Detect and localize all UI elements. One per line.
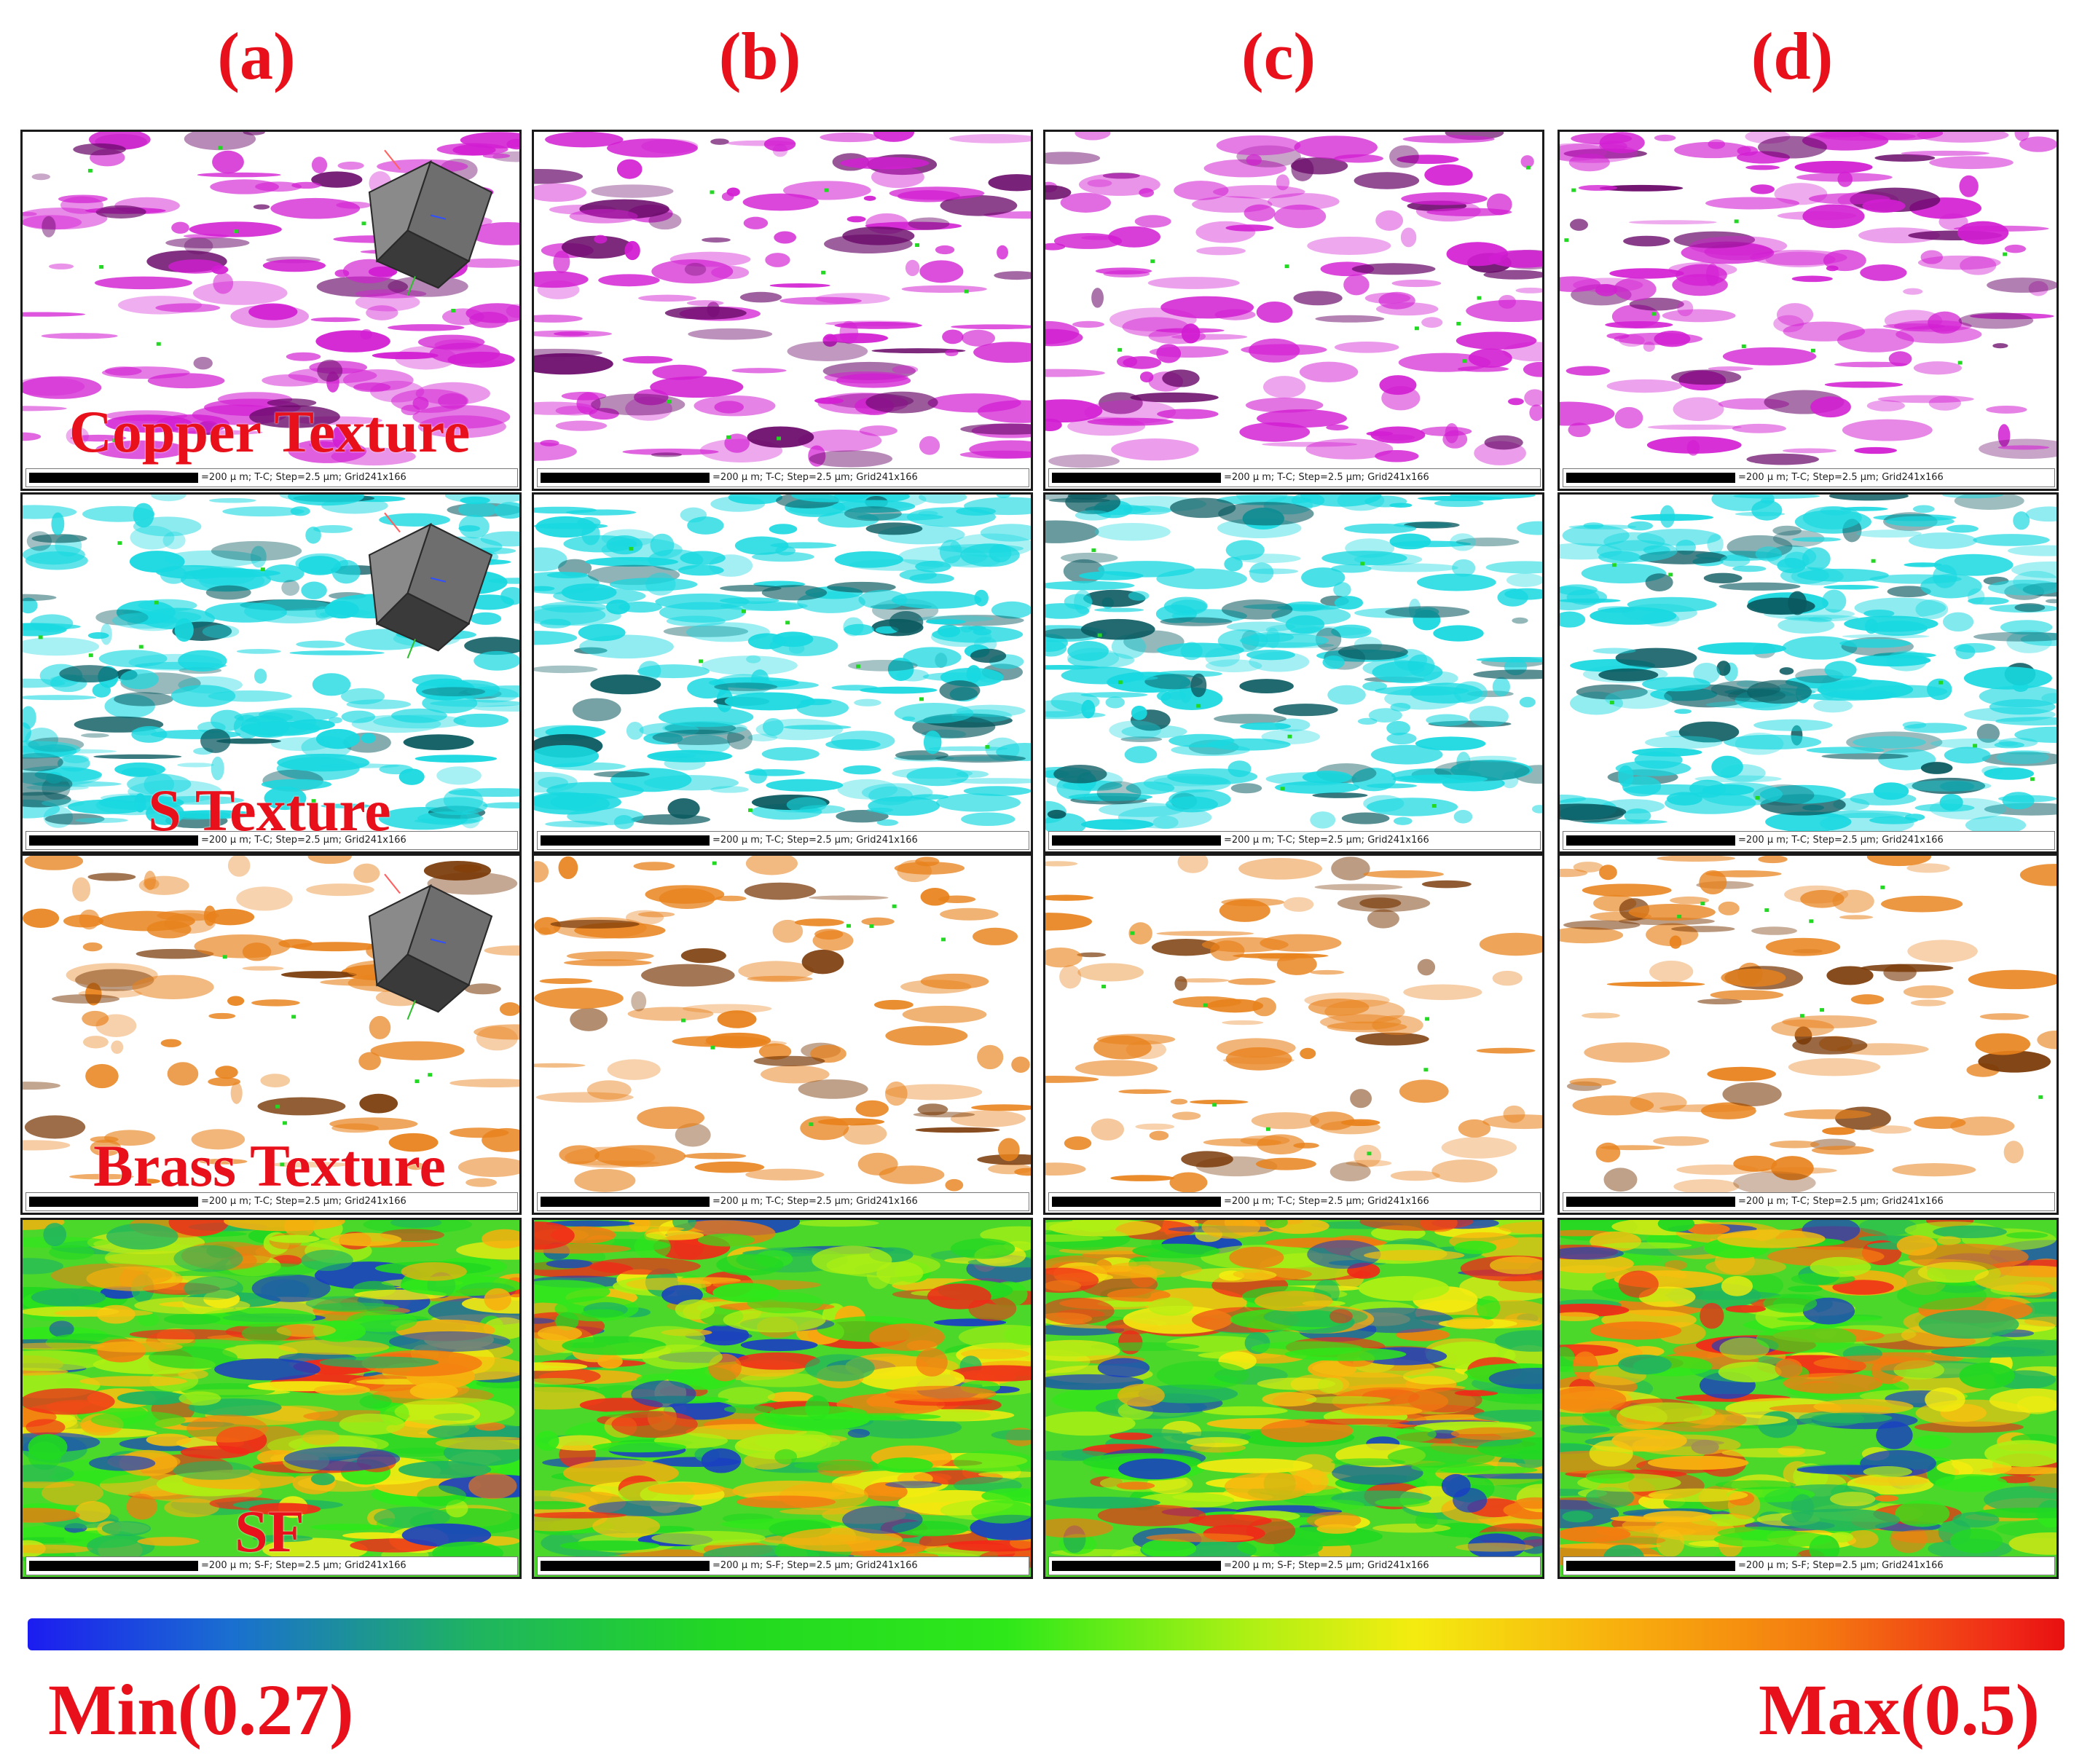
texture-map-panel: =200 µ m; T-C; Step=2.5 µm; Grid241x166 <box>20 130 522 491</box>
texture-map-image <box>534 495 1031 830</box>
column-label-b: (b) <box>718 19 801 93</box>
cube-orientation-icon <box>368 512 493 659</box>
scale-bar-line <box>1052 835 1221 846</box>
texture-map-panel: =200 µ m; T-C; Step=2.5 µm; Grid241x166 <box>20 492 522 854</box>
scale-bar: =200 µ m; S-F; Step=2.5 µm; Grid241x166 <box>1048 1556 1541 1575</box>
scale-bar-text: =200 µ m; T-C; Step=2.5 µm; Grid241x166 <box>712 1196 918 1207</box>
row-label-sf: SF <box>235 1498 305 1564</box>
scale-bar: =200 µ m; T-C; Step=2.5 µm; Grid241x166 <box>537 468 1029 487</box>
scale-bar-text: =200 µ m; T-C; Step=2.5 µm; Grid241x166 <box>1738 1196 1944 1207</box>
row-label-brass: Brass Texture <box>93 1133 446 1199</box>
row-label-copper: Copper Texture <box>68 398 471 465</box>
scale-bar-text: =200 µ m; T-C; Step=2.5 µm; Grid241x166 <box>201 1196 406 1207</box>
scale-bar-line <box>1052 1197 1221 1207</box>
scale-bar-line <box>541 1561 710 1571</box>
texture-map-image <box>534 1220 1031 1577</box>
scale-bar-line <box>29 835 198 846</box>
scale-bar: =200 µ m; S-F; Step=2.5 µm; Grid241x166 <box>1563 1556 2055 1575</box>
scale-bar: =200 µ m; T-C; Step=2.5 µm; Grid241x166 <box>25 1192 518 1211</box>
scale-bar-line <box>1052 473 1221 483</box>
scale-bar: =200 µ m; T-C; Step=2.5 µm; Grid241x166 <box>537 831 1029 850</box>
scale-bar-text: =200 µ m; T-C; Step=2.5 µm; Grid241x166 <box>1224 472 1429 483</box>
texture-map-image <box>1560 1220 2057 1577</box>
texture-map-panel: =200 µ m; T-C; Step=2.5 µm; Grid241x166 <box>532 492 1033 854</box>
scale-bar-text: =200 µ m; S-F; Step=2.5 µm; Grid241x166 <box>1224 1560 1429 1571</box>
scale-bar-text: =200 µ m; T-C; Step=2.5 µm; Grid241x166 <box>712 835 918 846</box>
texture-map-panel: =200 µ m; T-C; Step=2.5 µm; Grid241x166 <box>1043 854 1544 1215</box>
texture-map-image <box>1560 132 2057 465</box>
scale-bar-line <box>29 1561 198 1571</box>
scale-bar: =200 µ m; T-C; Step=2.5 µm; Grid241x166 <box>1563 831 2055 850</box>
texture-map-image <box>534 132 1031 468</box>
scale-bar-line <box>541 835 710 846</box>
texture-map-image <box>1045 1220 1542 1577</box>
texture-map-panel: =200 µ m; T-C; Step=2.5 µm; Grid241x166 <box>1557 854 2059 1215</box>
scale-bar-text: =200 µ m; T-C; Step=2.5 µm; Grid241x166 <box>1224 835 1429 846</box>
texture-map-panel: =200 µ m; T-C; Step=2.5 µm; Grid241x166 <box>1043 130 1544 491</box>
scale-bar-text: =200 µ m; T-C; Step=2.5 µm; Grid241x166 <box>201 472 406 483</box>
colorbar-min-label: Min(0.27) <box>48 1669 354 1750</box>
scale-bar: =200 µ m; T-C; Step=2.5 µm; Grid241x166 <box>1048 468 1541 487</box>
texture-map-panel: =200 µ m; T-C; Step=2.5 µm; Grid241x166 <box>532 854 1033 1215</box>
scale-bar: =200 µ m; S-F; Step=2.5 µm; Grid241x166 <box>537 1556 1029 1575</box>
scale-bar-text: =200 µ m; T-C; Step=2.5 µm; Grid241x166 <box>201 835 406 846</box>
scale-bar-line <box>541 1197 710 1207</box>
scale-bar: =200 µ m; S-F; Step=2.5 µm; Grid241x166 <box>25 1556 518 1575</box>
scale-bar: =200 µ m; T-C; Step=2.5 µm; Grid241x166 <box>25 831 518 850</box>
texture-map-image <box>1045 856 1542 1193</box>
cube-orientation-icon <box>368 149 493 296</box>
scale-bar-line <box>1566 1561 1735 1571</box>
scale-bar-line <box>1566 835 1735 846</box>
texture-map-image <box>1560 856 2057 1195</box>
texture-map-panel: =200 µ m; T-C; Step=2.5 µm; Grid241x166 <box>1557 130 2059 491</box>
texture-map-panel: =200 µ m; S-F; Step=2.5 µm; Grid241x166 <box>532 1218 1033 1579</box>
scale-bar-line <box>541 473 710 483</box>
column-label-a: (a) <box>217 19 296 93</box>
texture-map-panel: =200 µ m; S-F; Step=2.5 µm; Grid241x166 <box>1557 1218 2059 1579</box>
texture-map-panel: =200 µ m; T-C; Step=2.5 µm; Grid241x166 <box>1557 492 2059 854</box>
scale-bar-line <box>29 1197 198 1207</box>
texture-map-image <box>1045 495 1542 836</box>
scale-bar-line <box>1566 473 1735 483</box>
scale-bar-line <box>1052 1561 1221 1571</box>
colorbar-max-label: Max(0.5) <box>1759 1669 2040 1750</box>
column-label-d: (d) <box>1751 19 1834 93</box>
column-label-c: (c) <box>1241 19 1316 93</box>
scale-bar-text: =200 µ m; S-F; Step=2.5 µm; Grid241x166 <box>201 1560 406 1571</box>
scale-bar-text: =200 µ m; T-C; Step=2.5 µm; Grid241x166 <box>1224 1196 1429 1207</box>
scale-bar-text: =200 µ m; T-C; Step=2.5 µm; Grid241x166 <box>712 472 918 483</box>
texture-map-panel: =200 µ m; T-C; Step=2.5 µm; Grid241x166 <box>20 854 522 1215</box>
row-label-s: S Texture <box>148 777 391 843</box>
texture-map-image <box>1560 495 2057 835</box>
texture-map-panel: =200 µ m; T-C; Step=2.5 µm; Grid241x166 <box>1043 492 1544 854</box>
scale-bar-text: =200 µ m; S-F; Step=2.5 µm; Grid241x166 <box>1738 1560 1944 1571</box>
scale-bar: =200 µ m; T-C; Step=2.5 µm; Grid241x166 <box>537 1192 1029 1211</box>
scale-bar-text: =200 µ m; T-C; Step=2.5 µm; Grid241x166 <box>1738 472 1944 483</box>
sf-colorbar <box>28 1618 2065 1650</box>
scale-bar: =200 µ m; T-C; Step=2.5 µm; Grid241x166 <box>25 468 518 487</box>
texture-map-panel: =200 µ m; T-C; Step=2.5 µm; Grid241x166 <box>532 130 1033 491</box>
cube-orientation-icon <box>368 873 493 1020</box>
texture-map-panel: =200 µ m; S-F; Step=2.5 µm; Grid241x166 <box>20 1218 522 1579</box>
scale-bar: =200 µ m; T-C; Step=2.5 µm; Grid241x166 <box>1563 468 2055 487</box>
scale-bar-line <box>29 473 198 483</box>
scale-bar: =200 µ m; T-C; Step=2.5 µm; Grid241x166 <box>1048 1192 1541 1211</box>
scale-bar: =200 µ m; T-C; Step=2.5 µm; Grid241x166 <box>1563 1192 2055 1211</box>
texture-map-panel: =200 µ m; S-F; Step=2.5 µm; Grid241x166 <box>1043 1218 1544 1579</box>
scale-bar-text: =200 µ m; T-C; Step=2.5 µm; Grid241x166 <box>1738 835 1944 846</box>
texture-map-image <box>534 856 1031 1192</box>
scale-bar-text: =200 µ m; S-F; Step=2.5 µm; Grid241x166 <box>712 1560 918 1571</box>
texture-map-image <box>23 1220 519 1577</box>
scale-bar: =200 µ m; T-C; Step=2.5 µm; Grid241x166 <box>1048 831 1541 850</box>
texture-map-image <box>1045 132 1542 468</box>
scale-bar-line <box>1566 1197 1735 1207</box>
